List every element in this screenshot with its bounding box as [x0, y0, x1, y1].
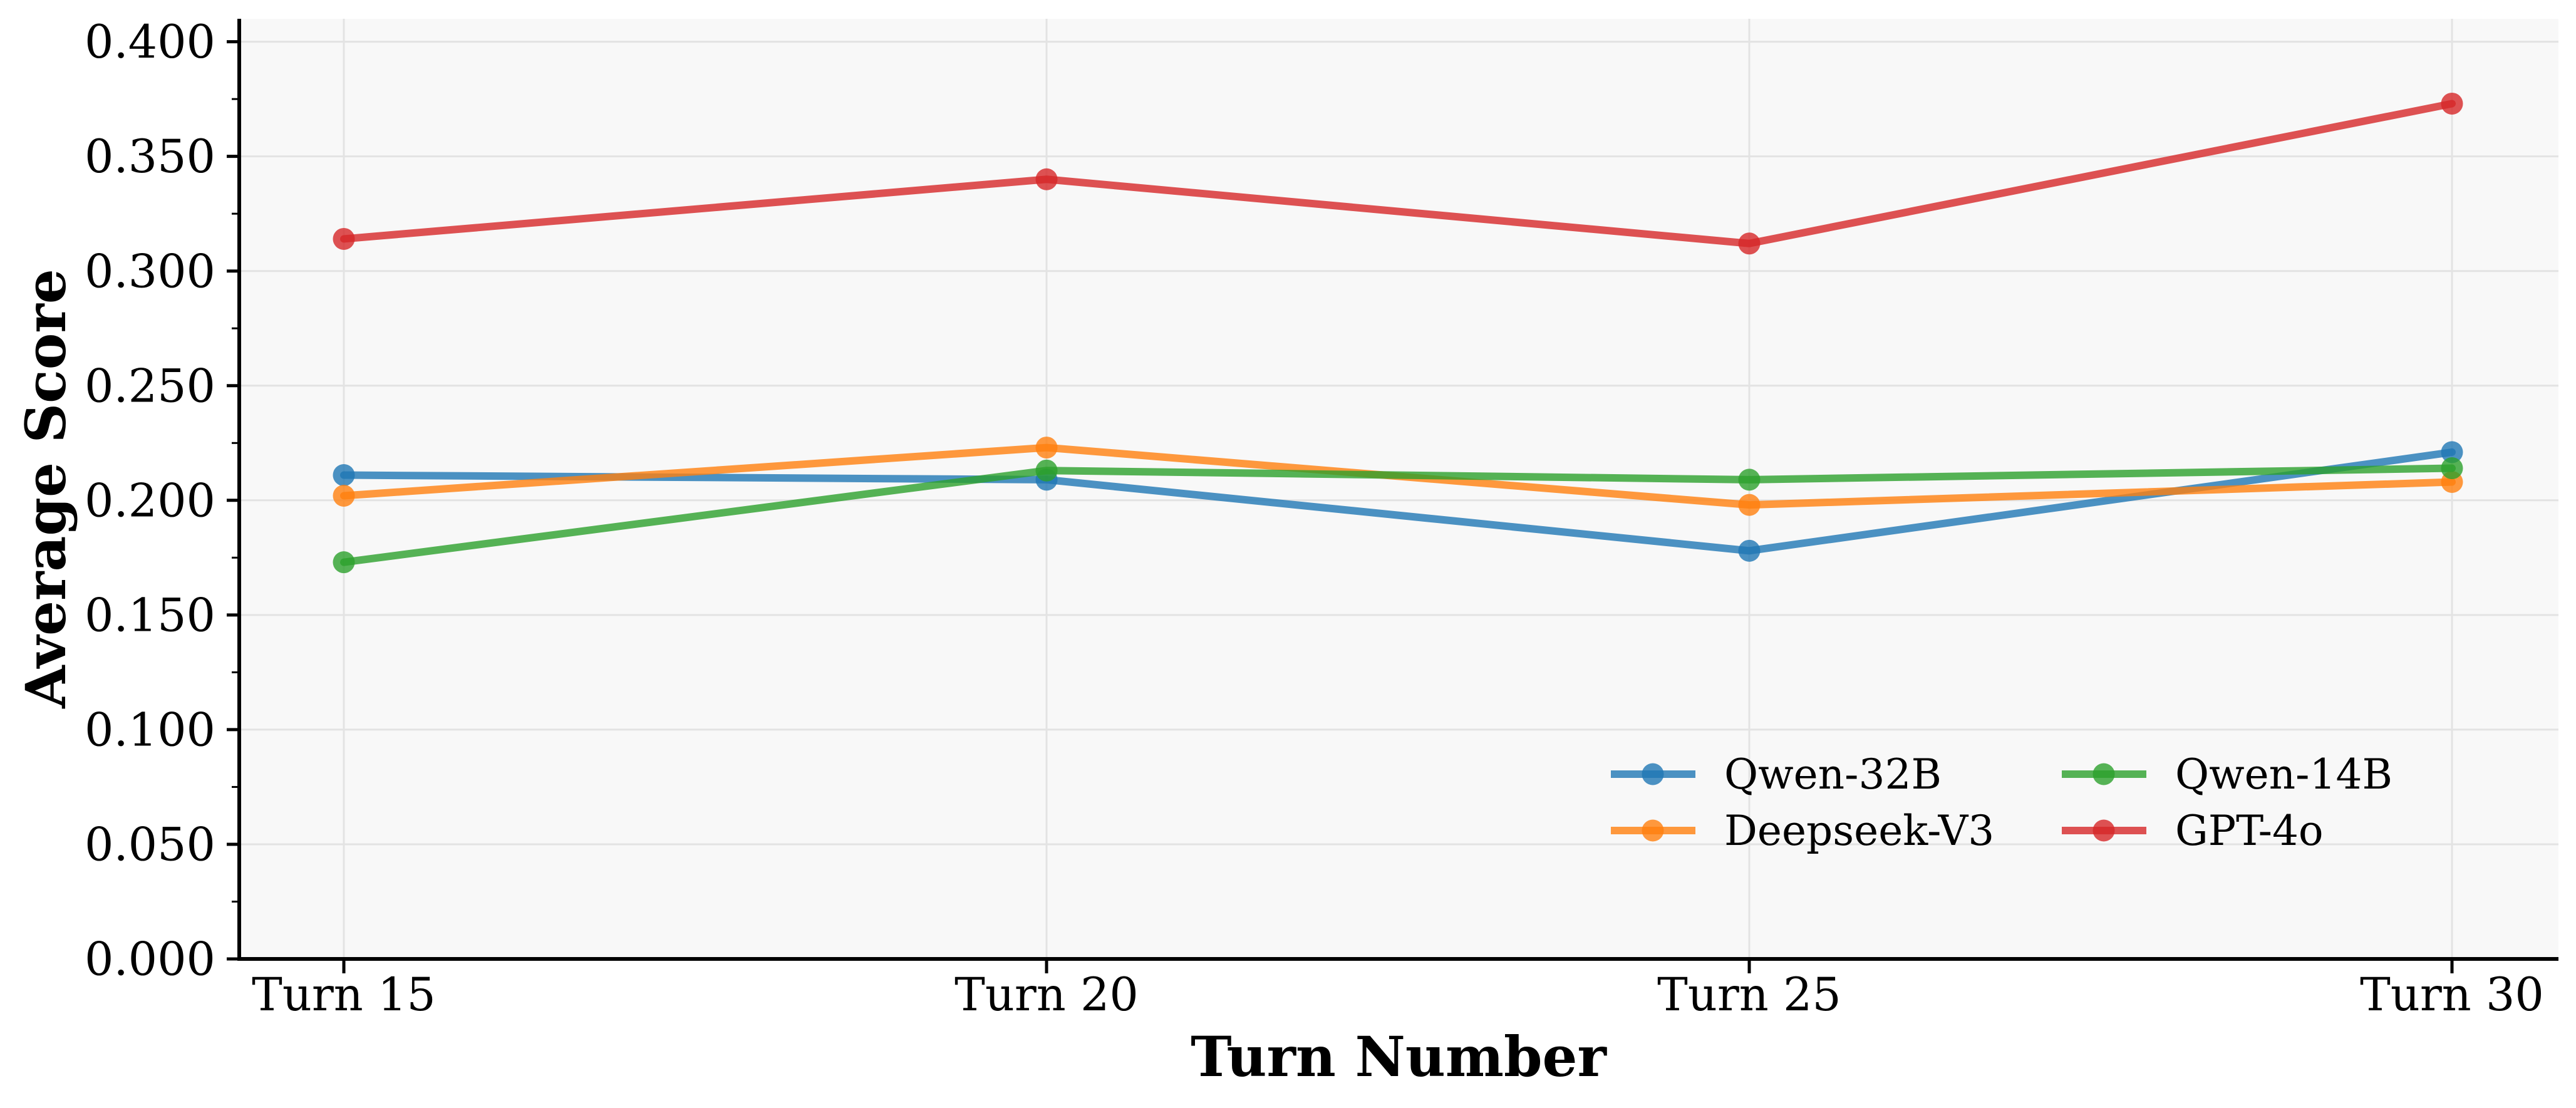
- legend-swatch-marker: [1642, 819, 1664, 842]
- data-marker-deepseek-v3: [1035, 437, 1058, 459]
- data-marker-qwen-14b: [2441, 457, 2463, 480]
- data-marker-qwen-32b: [333, 464, 355, 487]
- y-axis-label: Average Score: [13, 269, 78, 709]
- series-line-gpt-4o: [340, 100, 2456, 247]
- series-line-qwen-32b: [340, 448, 2456, 555]
- y-tick-label: 0.100: [85, 703, 215, 757]
- y-tick-label: 0.350: [85, 130, 215, 184]
- data-marker-gpt-4o: [1738, 232, 1761, 255]
- legend-swatch-marker: [1642, 763, 1664, 785]
- axes-spines: [237, 19, 2558, 961]
- legend-swatch-marker: [2092, 763, 2115, 785]
- x-tick-label: Turn 25: [1657, 968, 1841, 1022]
- legend-label: Deepseek-V3: [1724, 807, 1994, 855]
- y-tick-label: 0.050: [85, 819, 215, 872]
- legend-item-qwen-32b: Qwen-32B: [1611, 750, 1942, 799]
- legend-swatch-marker: [2092, 819, 2115, 842]
- data-marker-gpt-4o: [333, 227, 355, 250]
- axis-ticks: [227, 40, 2454, 973]
- data-marker-qwen-14b: [1035, 459, 1058, 482]
- series-line-qwen-14b: [340, 464, 2456, 566]
- data-marker-qwen-14b: [1738, 469, 1761, 491]
- legend-item-qwen-14b: Qwen-14B: [2062, 750, 2392, 799]
- x-tick-label: Turn 30: [2360, 968, 2544, 1022]
- y-tick-label: 0.000: [85, 933, 215, 986]
- data-marker-deepseek-v3: [1738, 494, 1761, 516]
- legend-label: Qwen-14B: [2175, 750, 2392, 799]
- legend-label: GPT-4o: [2175, 807, 2324, 855]
- y-tick-label: 0.300: [85, 245, 215, 298]
- y-tick-label: 0.250: [85, 360, 215, 413]
- legend-item-deepseek-v3: Deepseek-V3: [1611, 807, 1994, 855]
- legend: Qwen-32B Deepseek-V3 Qwen-14B GPT-4o: [1611, 750, 2392, 855]
- series-lines: [333, 92, 2463, 574]
- y-tick-label: 0.150: [85, 589, 215, 642]
- data-marker-gpt-4o: [1035, 168, 1058, 190]
- data-marker-deepseek-v3: [333, 484, 355, 507]
- data-marker-qwen-32b: [2441, 441, 2463, 463]
- legend-label: Qwen-32B: [1724, 750, 1942, 799]
- data-marker-gpt-4o: [2441, 92, 2463, 115]
- x-tick-label: Turn 20: [954, 968, 1139, 1022]
- x-tick-label: Turn 15: [252, 968, 436, 1022]
- legend-item-gpt-4o: GPT-4o: [2062, 807, 2324, 855]
- tick-labels: 0.000 0.050 0.100 0.150 0.200 0.250 0.300 0.350…: [85, 16, 2544, 1022]
- y-tick-label: 0.200: [85, 474, 215, 527]
- data-marker-qwen-32b: [1738, 539, 1761, 562]
- x-axis-label: Turn Number: [1191, 1024, 1607, 1089]
- data-marker-qwen-14b: [333, 551, 355, 574]
- y-tick-label: 0.400: [85, 16, 215, 69]
